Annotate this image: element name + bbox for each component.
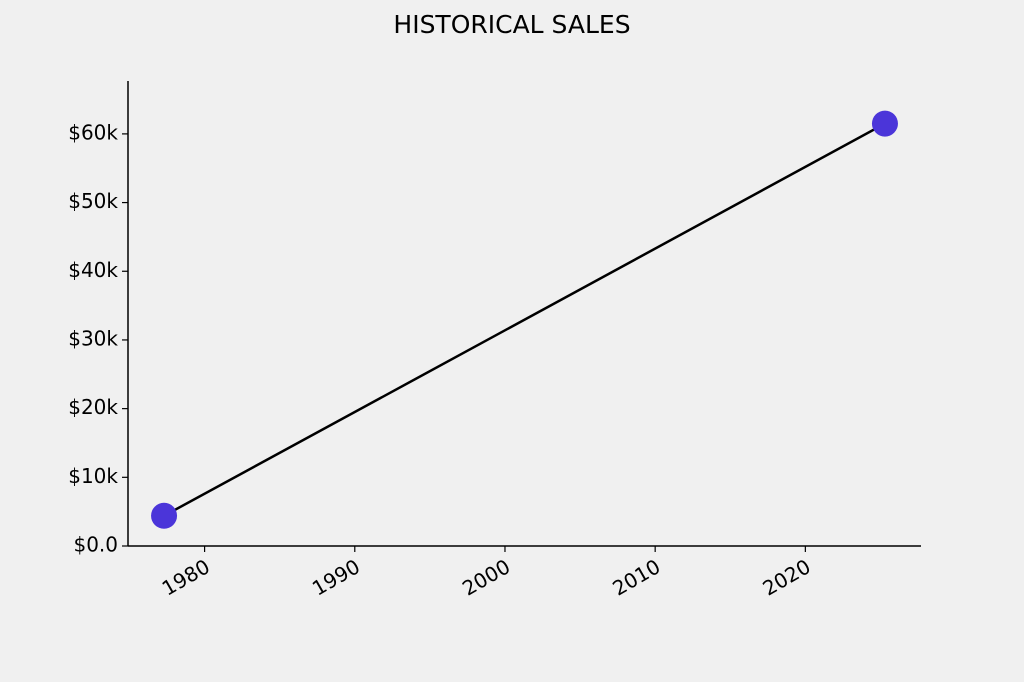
marker bbox=[871, 110, 898, 137]
line bbox=[163, 122, 886, 517]
x-tick-label: 2000 bbox=[458, 554, 514, 600]
y-tick-label: $60k bbox=[68, 120, 118, 144]
y-tick-label: $30k bbox=[68, 326, 118, 350]
x-tick-label: 1980 bbox=[158, 554, 214, 600]
x-tick-label: 2010 bbox=[608, 554, 664, 600]
y-tick-label: $0.0 bbox=[73, 533, 118, 557]
x-tick-label: 2020 bbox=[759, 554, 815, 600]
marker bbox=[151, 502, 178, 529]
chart-title: HISTORICAL SALES bbox=[393, 10, 630, 39]
y-tick-label: $40k bbox=[68, 258, 118, 282]
x-tick-label: 1990 bbox=[308, 554, 364, 600]
y-tick-label: $20k bbox=[68, 395, 118, 419]
y-tick-label: $50k bbox=[68, 189, 118, 213]
y-tick-label: $10k bbox=[68, 464, 118, 488]
